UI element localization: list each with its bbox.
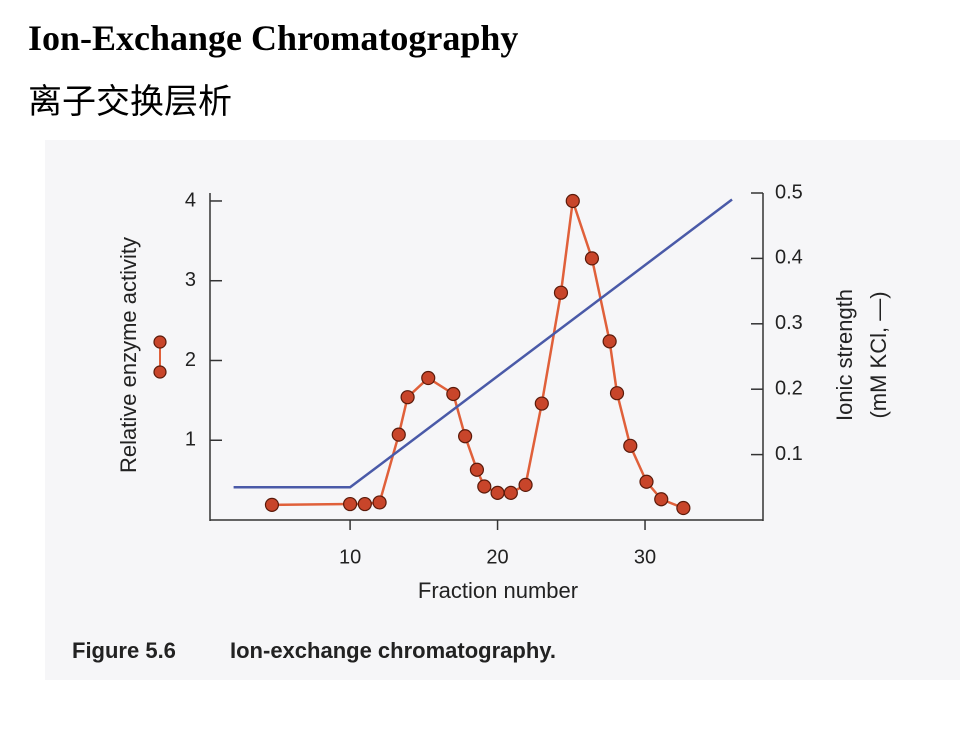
axes xyxy=(209,193,764,521)
x-tick-label: 30 xyxy=(634,546,656,568)
data-point xyxy=(654,492,669,507)
data-point xyxy=(391,427,406,442)
y-tick-label: 1 xyxy=(185,429,196,451)
data-point xyxy=(518,477,533,493)
slide-title: Ion-Exchange Chromatography xyxy=(28,18,518,58)
data-point xyxy=(458,429,473,444)
data-point xyxy=(357,496,372,512)
data-point xyxy=(490,485,505,500)
y2-tick-label: 0.4 xyxy=(775,247,803,269)
data-point xyxy=(584,251,600,266)
y2-tick-label: 0.1 xyxy=(775,443,803,465)
data-point xyxy=(676,500,691,516)
data-point xyxy=(446,386,461,402)
x-tick-label: 20 xyxy=(486,546,508,568)
data-point xyxy=(639,474,654,489)
y2-tick-label: 0.3 xyxy=(775,312,803,334)
data-point xyxy=(534,396,549,411)
data-point xyxy=(553,285,569,300)
data-point xyxy=(503,485,518,500)
y2-tick-label: 0.5 xyxy=(775,181,803,203)
data-point xyxy=(342,496,358,512)
data-point xyxy=(469,462,485,477)
data-point xyxy=(372,495,387,510)
ylabel-marker-icon xyxy=(153,335,167,379)
y2-axis-title: Ionic strength xyxy=(832,289,857,421)
figure-background xyxy=(45,140,960,680)
caption-text: Ion-exchange chromatography. xyxy=(230,638,556,663)
data-point xyxy=(400,390,415,405)
data-point xyxy=(623,438,638,453)
y-tick-label: 3 xyxy=(185,269,196,291)
y2-tick-label: 0.2 xyxy=(775,377,803,399)
y-tick-label: 2 xyxy=(185,349,196,371)
y-axis-title: Relative enzyme activity xyxy=(116,237,141,473)
slide-subtitle: 离子交换层析 xyxy=(28,82,232,122)
data-point xyxy=(609,386,625,401)
caption-label: Figure 5.6 xyxy=(72,638,176,663)
x-axis-title: Fraction number xyxy=(418,578,578,603)
data-point xyxy=(477,479,492,494)
data-point xyxy=(421,370,436,386)
series-line xyxy=(233,198,733,489)
y2-axis-title: (mM KCl, —) xyxy=(866,291,891,418)
data-point xyxy=(602,334,617,349)
data-point xyxy=(565,193,580,209)
data-point xyxy=(264,497,280,512)
y-tick-label: 4 xyxy=(185,189,196,211)
x-tick-label: 10 xyxy=(339,546,361,568)
